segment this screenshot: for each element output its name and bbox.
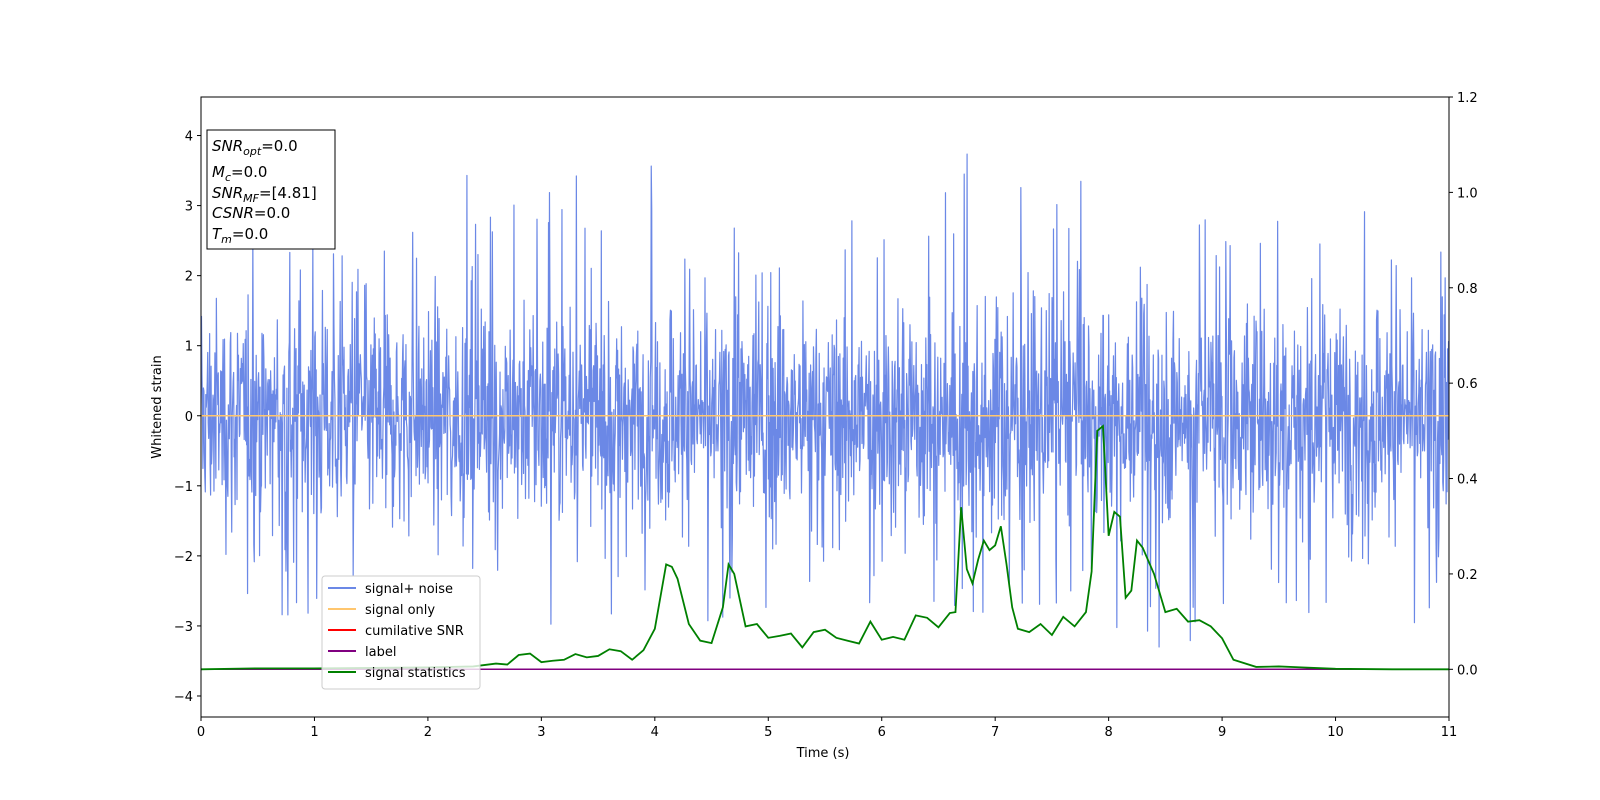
axes-frame [200, 96, 1450, 718]
legend-label: label [365, 645, 396, 660]
legend: signal+ noise signal only cumilative SNR la… [321, 575, 481, 690]
y2-tick-label: 0.0 [1457, 663, 1478, 678]
x-tick-label: 1 [310, 725, 318, 740]
series-signal-statistics [201, 424, 1449, 671]
legend-label: signal+ noise [365, 582, 453, 597]
y2-tick-label: 0.2 [1457, 568, 1478, 583]
y2-tick-label: 0.8 [1457, 282, 1478, 297]
x-tick-label: 5 [764, 725, 772, 740]
ticks-layer: 0 1 2 3 4 5 6 7 8 9 10 11 −4 −3 −2 −1 0 1 2 3 4 0.0 0.2 0.4 0.6 0… [174, 91, 1478, 740]
y2-tick-label: 1.0 [1457, 186, 1478, 201]
x-tick-label: 2 [424, 725, 432, 740]
series-signal-noise [201, 153, 1449, 648]
y2-tick-label: 1.2 [1457, 91, 1478, 106]
x-tick-label: 4 [651, 725, 659, 740]
y-tick-label: −3 [174, 620, 193, 635]
y-tick-label: −2 [174, 550, 193, 565]
y-tick-label: −4 [174, 690, 193, 705]
x-tick-label: 9 [1218, 725, 1226, 740]
legend-label: cumilative SNR [365, 624, 464, 639]
legend-frame [321, 575, 481, 690]
x-tick-label: 0 [197, 725, 205, 740]
x-tick-label: 10 [1327, 725, 1344, 740]
info-snr-opt: SNRopt=0.0 [212, 137, 298, 158]
y-tick-label: 2 [185, 270, 193, 285]
x-axis-label: Time (s) [796, 746, 850, 761]
y2-tick-label: 0.4 [1457, 473, 1478, 488]
info-csnr: CSNR=0.0 [212, 204, 290, 222]
info-textbox: SNRopt=0.0 Mc=0.0 SNRMF=[4.81] CSNR=0.0 … [206, 129, 336, 250]
y2-tick-label: 0.6 [1457, 377, 1478, 392]
y-tick-label: 3 [185, 200, 193, 215]
y-tick-label: 0 [185, 410, 193, 425]
x-tick-label: 7 [991, 725, 999, 740]
x-tick-label: 3 [537, 725, 545, 740]
x-tick-label: 6 [878, 725, 886, 740]
y-tick-label: 1 [185, 340, 193, 355]
legend-label: signal only [365, 603, 435, 618]
info-tm: Tm=0.0 [212, 225, 268, 246]
y-tick-label: 4 [185, 130, 193, 145]
x-tick-label: 11 [1441, 725, 1458, 740]
x-tick-label: 8 [1104, 725, 1112, 740]
legend-label: signal statistics [365, 666, 466, 681]
info-textbox-frame [206, 129, 336, 250]
y-axis-label: Whitened strain [150, 355, 165, 458]
info-snr-mf: SNRMF=[4.81] [212, 184, 317, 205]
info-mc: Mc=0.0 [212, 163, 267, 184]
y-tick-label: −1 [174, 480, 193, 495]
